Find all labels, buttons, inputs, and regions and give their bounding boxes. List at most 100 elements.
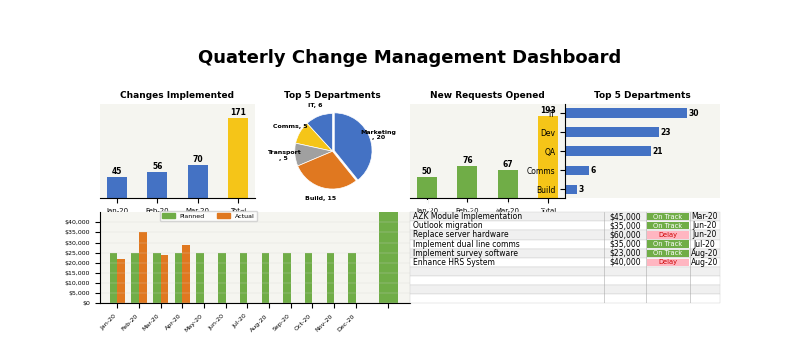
Text: Aug-20: Aug-20	[691, 258, 718, 267]
Text: On Track: On Track	[654, 223, 682, 229]
FancyBboxPatch shape	[410, 258, 720, 267]
FancyBboxPatch shape	[647, 250, 689, 257]
FancyBboxPatch shape	[647, 259, 689, 266]
Text: Change Budget: Change Budget	[207, 200, 302, 210]
Bar	[326, 253, 334, 303]
Bar	[107, 177, 127, 198]
Text: Change Pipeline: Change Pipeline	[514, 76, 615, 86]
Text: Delay: Delay	[658, 232, 678, 238]
Text: AZK Module Implementation: AZK Module Implementation	[413, 212, 522, 221]
FancyBboxPatch shape	[410, 276, 720, 285]
Text: Implement survey software: Implement survey software	[413, 249, 518, 258]
Bar	[110, 253, 118, 303]
Text: Replace server hardware: Replace server hardware	[413, 231, 509, 239]
Text: 67: 67	[502, 160, 513, 169]
Bar	[498, 170, 518, 198]
Bar	[161, 255, 168, 303]
Text: Aug-20: Aug-20	[691, 249, 718, 258]
Text: On Track: On Track	[654, 250, 682, 256]
Text: On Track: On Track	[654, 241, 682, 247]
Text: 70: 70	[192, 155, 203, 164]
Wedge shape	[294, 143, 333, 166]
FancyBboxPatch shape	[410, 285, 720, 294]
Text: Jul-20: Jul-20	[694, 240, 715, 249]
Bar	[187, 165, 208, 198]
FancyBboxPatch shape	[647, 231, 689, 239]
Bar	[131, 253, 139, 303]
Text: Enhance HRS System: Enhance HRS System	[413, 258, 495, 267]
Legend: Planned, Actual: Planned, Actual	[160, 211, 257, 221]
Text: Transport
, 5: Transport , 5	[266, 150, 301, 161]
Text: Changes Implemented: Changes Implemented	[121, 91, 234, 100]
Text: $45,000: $45,000	[610, 212, 642, 221]
Bar	[218, 253, 226, 303]
Text: ETA: ETA	[694, 200, 714, 210]
Bar	[348, 253, 356, 303]
FancyBboxPatch shape	[410, 249, 720, 258]
Text: Comms, 5: Comms, 5	[273, 124, 307, 129]
FancyBboxPatch shape	[410, 239, 720, 249]
Text: 76: 76	[462, 156, 473, 165]
Text: 30: 30	[689, 109, 699, 118]
Text: 56: 56	[152, 162, 162, 171]
Bar	[139, 233, 146, 303]
FancyBboxPatch shape	[410, 267, 720, 276]
Text: Top 5 Departments: Top 5 Departments	[594, 91, 691, 100]
Text: On Track: On Track	[654, 214, 682, 220]
Text: $60,000: $60,000	[610, 231, 642, 239]
Bar	[262, 253, 269, 303]
Text: New Requests Opened: New Requests Opened	[430, 91, 545, 100]
Text: 171: 171	[230, 108, 246, 117]
Text: $3,00,00
0: $3,00,00 0	[375, 0, 401, 4]
Text: Marketing
, 20: Marketing , 20	[361, 130, 397, 140]
Text: Status: Status	[653, 200, 688, 210]
FancyBboxPatch shape	[647, 240, 689, 248]
Text: 21: 21	[652, 147, 662, 156]
Text: Jun-20: Jun-20	[692, 221, 717, 230]
Text: IT, 6: IT, 6	[307, 103, 322, 108]
Text: 23: 23	[660, 128, 670, 137]
Text: Budget: Budget	[607, 200, 647, 210]
Wedge shape	[334, 113, 372, 180]
Bar	[565, 147, 650, 156]
Bar	[538, 116, 558, 198]
Text: Outlook migration: Outlook migration	[413, 221, 482, 230]
Text: Build, 15: Build, 15	[305, 196, 336, 202]
Text: 45: 45	[112, 167, 122, 176]
Bar	[379, 0, 398, 303]
Text: $35,000: $35,000	[610, 221, 642, 230]
Bar	[283, 253, 290, 303]
Text: Upcoming Major Change Intiatives: Upcoming Major Change Intiatives	[421, 200, 610, 210]
FancyBboxPatch shape	[410, 212, 720, 221]
Bar	[118, 259, 125, 303]
Bar	[153, 253, 161, 303]
Text: $23,000: $23,000	[610, 249, 641, 258]
Bar	[174, 253, 182, 303]
Bar	[458, 166, 478, 198]
Bar	[565, 184, 578, 194]
Bar	[565, 166, 590, 175]
Text: 193: 193	[540, 106, 556, 115]
Wedge shape	[307, 114, 333, 151]
FancyBboxPatch shape	[647, 222, 689, 229]
Bar	[147, 172, 167, 198]
Bar	[565, 128, 659, 137]
Bar	[565, 108, 687, 118]
FancyBboxPatch shape	[647, 213, 689, 220]
Bar	[228, 118, 248, 198]
Text: Top 5 Departments: Top 5 Departments	[284, 91, 381, 100]
FancyBboxPatch shape	[410, 221, 720, 231]
Text: Implementation: Implementation	[206, 76, 304, 86]
Text: 50: 50	[422, 167, 432, 176]
Bar	[182, 244, 190, 303]
Wedge shape	[296, 123, 333, 151]
Text: Quaterly Change Management Dashboard: Quaterly Change Management Dashboard	[198, 49, 622, 67]
Text: $35,000: $35,000	[610, 240, 642, 249]
Text: 3: 3	[578, 185, 584, 194]
Wedge shape	[298, 151, 356, 189]
Bar	[305, 253, 313, 303]
Text: Delay: Delay	[658, 260, 678, 265]
FancyBboxPatch shape	[410, 231, 720, 239]
Bar	[197, 253, 204, 303]
Text: Implement dual line comms: Implement dual line comms	[413, 240, 520, 249]
